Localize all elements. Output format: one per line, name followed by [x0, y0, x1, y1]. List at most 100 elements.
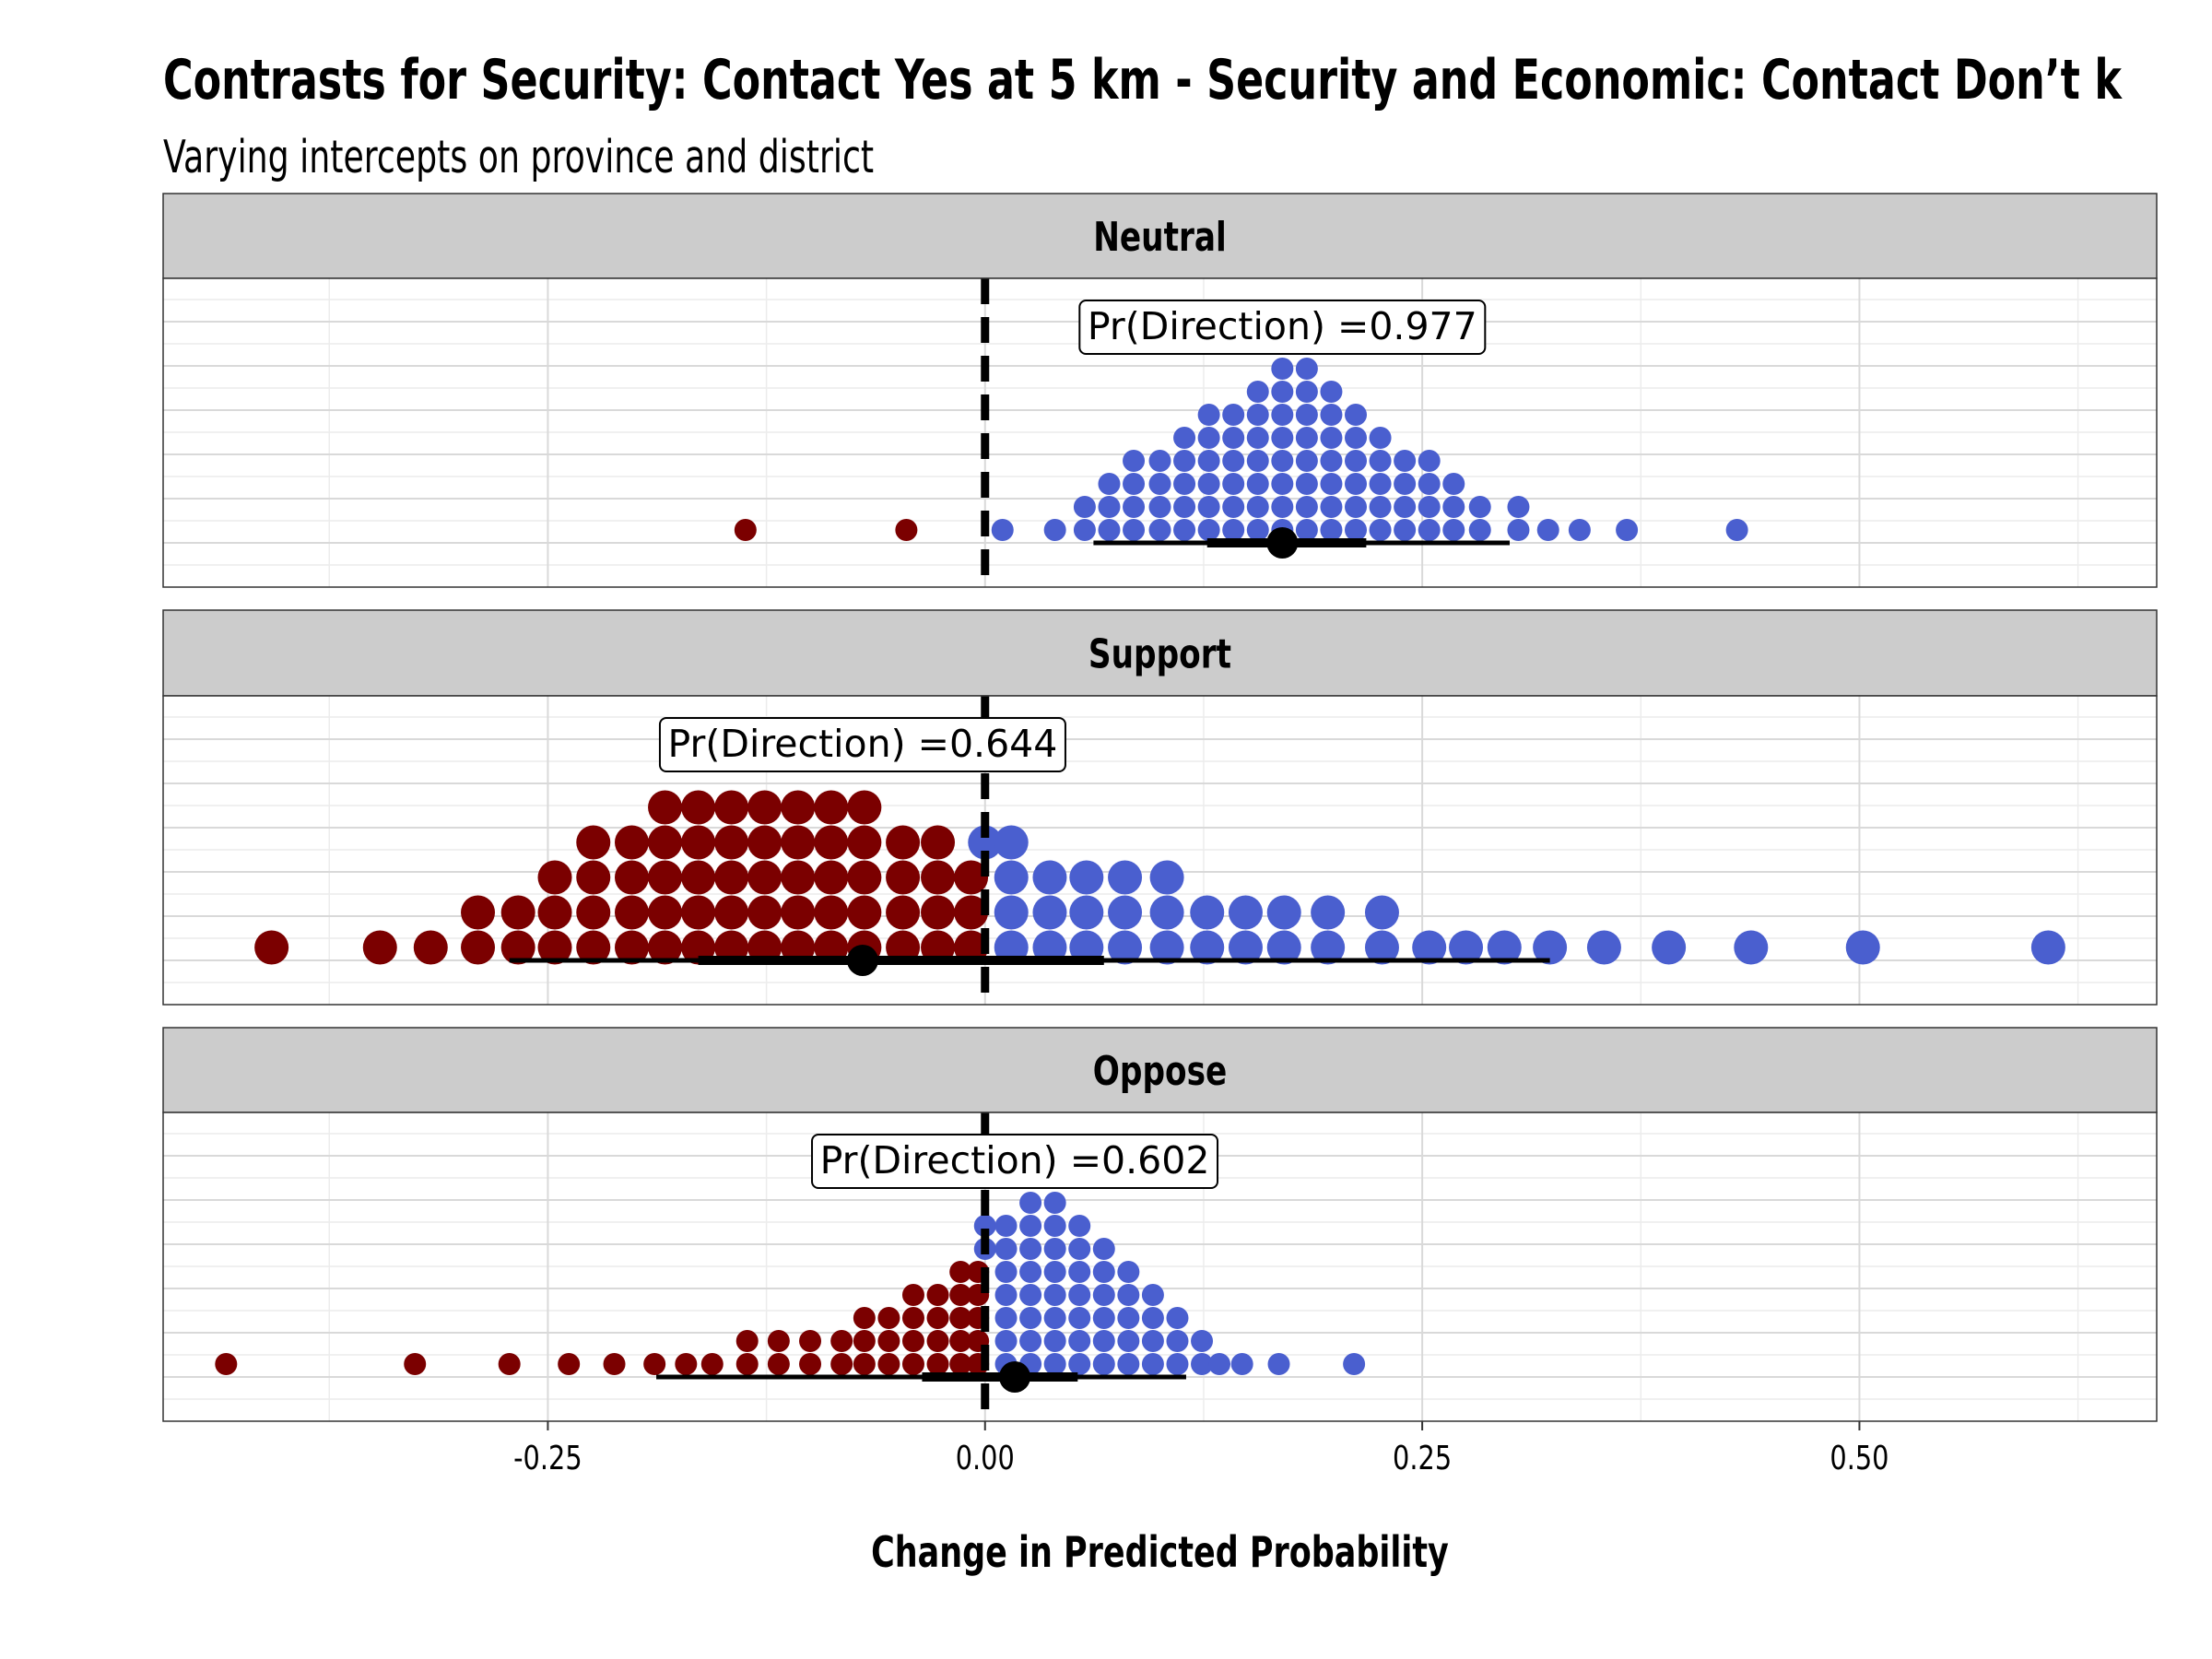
dot [1271, 473, 1294, 495]
panel-support: Support Pr(Direction) =0.644 [162, 609, 2158, 1006]
dot [994, 1284, 1018, 1306]
dot [537, 895, 572, 930]
dot [1271, 404, 1294, 426]
dot [1345, 473, 1368, 495]
dot [1320, 450, 1343, 472]
dot [1043, 1238, 1066, 1260]
point-estimate [846, 945, 878, 976]
x-tick-label: 0.50 [1830, 1439, 1888, 1477]
dot [1222, 427, 1245, 449]
dot [926, 1284, 949, 1306]
dot [853, 1307, 876, 1329]
dot [1123, 496, 1146, 518]
dot [901, 1330, 924, 1352]
dot [814, 790, 849, 825]
dot [799, 1353, 822, 1375]
facet-label: Oppose [1093, 1048, 1228, 1095]
dot [1369, 427, 1392, 449]
dot [1166, 1353, 1189, 1375]
dot [994, 1307, 1018, 1329]
dot [1487, 930, 1522, 965]
dot [853, 1353, 876, 1375]
dot [735, 1330, 759, 1352]
dot [576, 825, 611, 860]
dot [1320, 427, 1343, 449]
dot [1222, 496, 1245, 518]
dot [1098, 496, 1121, 518]
dot [847, 825, 882, 860]
dot [215, 1353, 238, 1375]
pr-direction-label: Pr(Direction) =0.977 [1088, 304, 1477, 348]
dot [994, 825, 1029, 860]
dot [461, 930, 496, 965]
dot [1468, 519, 1491, 541]
dot [926, 1307, 949, 1329]
dot [814, 825, 849, 860]
dot [921, 860, 956, 895]
dot [781, 895, 816, 930]
dot [1295, 496, 1318, 518]
dot [747, 790, 782, 825]
dot [949, 1261, 972, 1283]
dot [747, 895, 782, 930]
dot [1586, 930, 1621, 965]
dot [1141, 1353, 1164, 1375]
dot [1222, 450, 1245, 472]
dot [1148, 450, 1171, 472]
x-axis: -0.25 0.00 0.25 0.50 Change in Predicted Pro… [513, 1421, 1888, 1577]
dot [714, 790, 749, 825]
dot [1271, 496, 1294, 518]
panel-border [162, 695, 2158, 1006]
dot [1197, 519, 1220, 541]
dot [747, 825, 782, 860]
dot [576, 860, 611, 895]
dot [1412, 930, 1447, 965]
dot [1141, 1330, 1164, 1352]
point-estimate [999, 1361, 1031, 1393]
dot [921, 895, 956, 930]
dot [1418, 473, 1441, 495]
dot [1345, 404, 1368, 426]
dot [1117, 1353, 1140, 1375]
dot [1123, 519, 1146, 541]
dot [1019, 1238, 1042, 1260]
dot [1320, 473, 1343, 495]
dot [994, 1238, 1018, 1260]
dot [362, 930, 397, 965]
dot [1068, 1284, 1091, 1306]
dot [714, 895, 749, 930]
dot [537, 930, 572, 965]
dot [830, 1330, 853, 1352]
dot [1507, 496, 1530, 518]
pr-direction-label: Pr(Direction) =0.644 [668, 722, 1058, 766]
dot [2030, 930, 2065, 965]
dot [1068, 1307, 1091, 1329]
dot [1019, 1261, 1042, 1283]
dot [500, 895, 535, 930]
dot [1141, 1284, 1164, 1306]
dot [1123, 473, 1146, 495]
dot [1295, 358, 1318, 380]
dot [537, 860, 572, 895]
dot [1149, 860, 1184, 895]
chart-subtitle: Varying intercepts on province and distr… [163, 131, 875, 183]
dot [1117, 1284, 1140, 1306]
dot [1117, 1261, 1140, 1283]
dot [1068, 1353, 1091, 1375]
dot [1345, 450, 1368, 472]
dot [1173, 496, 1196, 518]
dot [576, 930, 611, 965]
dot [1652, 930, 1687, 965]
dot [1266, 930, 1301, 965]
dot [767, 1330, 790, 1352]
dot [949, 1330, 972, 1352]
dot [1108, 860, 1143, 895]
dot [877, 1307, 900, 1329]
dot [1173, 473, 1196, 495]
dot [1043, 1192, 1066, 1214]
dot [926, 1353, 949, 1375]
dot [1197, 404, 1220, 426]
dot [1117, 1330, 1140, 1352]
panel-border [162, 1112, 2158, 1422]
dot [830, 1353, 853, 1375]
